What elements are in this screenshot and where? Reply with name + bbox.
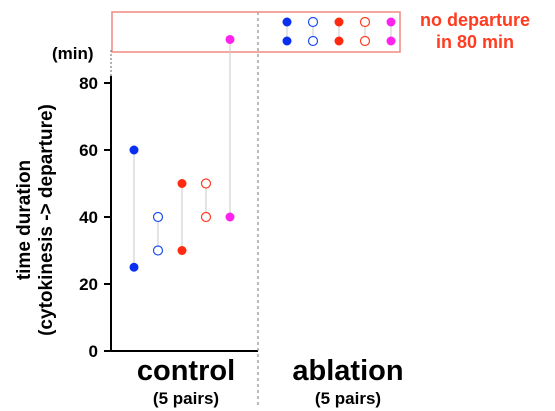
ablation-point: [282, 17, 292, 27]
control-point: [225, 212, 235, 222]
ablation-point: [386, 36, 396, 46]
control-point: [129, 145, 139, 155]
control-point: [152, 211, 164, 223]
control-point: [200, 178, 212, 189]
annotation-line1: no departure: [420, 10, 530, 30]
control-point: [129, 262, 139, 272]
y-axis-title: time duration (cytokinesis -> departure): [14, 104, 57, 336]
no-departure-box: [111, 11, 401, 53]
control-point: [200, 211, 212, 223]
ablation-point: [386, 17, 396, 27]
group-label-control: control: [137, 355, 235, 387]
y-axis-unit: (min): [52, 44, 94, 63]
y-tick-label: 0: [89, 342, 98, 361]
y-tick-label: 40: [79, 208, 98, 227]
group-sublabel-control: (5 pairs): [153, 389, 219, 408]
y-axis-title-line2: (cytokinesis -> departure): [36, 104, 57, 336]
y-ticks: 0 20 40 60 80: [79, 74, 111, 361]
y-tick-label: 80: [79, 74, 98, 93]
control-point: [177, 246, 187, 255]
control-point: [152, 245, 164, 256]
ablation-point: [282, 36, 292, 46]
group-sublabel-ablation: (5 pairs): [315, 389, 381, 408]
control-point: [177, 179, 187, 188]
ablation-point: [359, 16, 371, 28]
control-point: [225, 34, 235, 44]
ablation-point: [307, 35, 319, 47]
ablation-point: [359, 35, 371, 47]
ablation-point: [307, 16, 319, 28]
ablation-point: [334, 17, 344, 27]
y-tick-label: 60: [79, 141, 98, 160]
annotation-line2: in 80 min: [436, 32, 514, 52]
data-marks: [129, 16, 396, 272]
group-label-ablation: ablation: [292, 355, 403, 387]
ablation-point: [334, 36, 344, 46]
y-axis-title-line1: time duration: [14, 160, 35, 280]
y-tick-label: 20: [79, 275, 98, 294]
